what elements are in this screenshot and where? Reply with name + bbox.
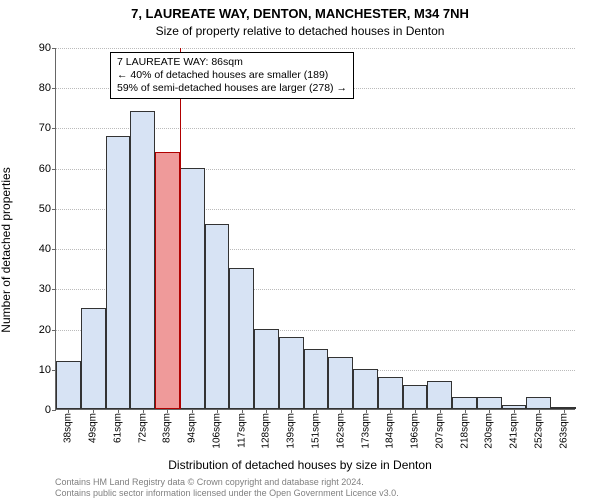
x-tick-label: 83sqm (162, 413, 173, 443)
x-tick-label: 106sqm (211, 413, 222, 449)
histogram-bar (155, 152, 180, 409)
histogram-bar (378, 377, 403, 409)
grid-line (56, 48, 575, 49)
y-tick-label: 10 (39, 364, 56, 376)
y-tick-label: 80 (39, 82, 56, 94)
x-tick-label: 252sqm (533, 413, 544, 449)
x-tick-label: 38sqm (63, 413, 74, 443)
y-tick-label: 90 (39, 42, 56, 54)
x-axis-label: Distribution of detached houses by size … (0, 458, 600, 472)
x-tick-label: 196sqm (410, 413, 421, 449)
histogram-bar (81, 308, 106, 409)
x-tick-label: 162sqm (335, 413, 346, 449)
y-tick-label: 0 (45, 404, 56, 416)
x-tick-label: 207sqm (434, 413, 445, 449)
x-tick-label: 184sqm (385, 413, 396, 449)
annotation-line: 7 LAUREATE WAY: 86sqm (117, 56, 347, 69)
y-tick-label: 20 (39, 324, 56, 336)
x-tick-label: 117sqm (236, 413, 247, 448)
y-tick-label: 30 (39, 283, 56, 295)
chart-title: 7, LAUREATE WAY, DENTON, MANCHESTER, M34… (0, 6, 600, 21)
histogram-bar (254, 329, 279, 409)
x-tick-label: 61sqm (112, 413, 123, 443)
annotation-box: 7 LAUREATE WAY: 86sqm← 40% of detached h… (110, 52, 354, 99)
y-tick-label: 40 (39, 243, 56, 255)
annotation-line: ← 40% of detached houses are smaller (18… (117, 69, 347, 82)
histogram-bar (403, 385, 428, 409)
plot-area: 010203040506070809038sqm49sqm61sqm72sqm8… (55, 48, 575, 410)
y-tick-label: 60 (39, 163, 56, 175)
histogram-bar (452, 397, 477, 409)
attribution-text: Contains HM Land Registry data © Crown c… (55, 477, 399, 499)
histogram-bar (304, 349, 329, 409)
x-tick-label: 173sqm (360, 413, 371, 449)
histogram-bar (56, 361, 81, 409)
histogram-bar (205, 224, 230, 409)
y-tick-label: 70 (39, 122, 56, 134)
x-tick-label: 139sqm (286, 413, 297, 449)
histogram-bar (353, 369, 378, 409)
x-tick-label: 151sqm (311, 413, 322, 449)
attribution-line: Contains public sector information licen… (55, 488, 399, 499)
x-tick-label: 94sqm (187, 413, 198, 443)
x-tick-label: 230sqm (484, 413, 495, 449)
histogram-bar (106, 136, 131, 410)
x-tick-label: 72sqm (137, 413, 148, 443)
x-tick-label: 263sqm (558, 413, 569, 449)
grid-line (56, 88, 575, 89)
histogram-bar (180, 168, 205, 409)
chart-subtitle: Size of property relative to detached ho… (0, 24, 600, 38)
histogram-bar (279, 337, 304, 409)
y-tick-label: 50 (39, 203, 56, 215)
histogram-bar (229, 268, 254, 409)
marker-line (180, 48, 181, 409)
x-tick-label: 218sqm (459, 413, 470, 449)
x-tick-label: 241sqm (509, 413, 520, 449)
chart-container: 7, LAUREATE WAY, DENTON, MANCHESTER, M34… (0, 0, 600, 500)
histogram-bar (526, 397, 551, 409)
histogram-bar (477, 397, 502, 409)
histogram-bar (130, 111, 155, 409)
histogram-bar (427, 381, 452, 409)
x-tick-label: 49sqm (88, 413, 99, 443)
x-tick-label: 128sqm (261, 413, 272, 449)
attribution-line: Contains HM Land Registry data © Crown c… (55, 477, 399, 488)
y-axis-label: Number of detached properties (0, 167, 13, 332)
histogram-bar (328, 357, 353, 409)
